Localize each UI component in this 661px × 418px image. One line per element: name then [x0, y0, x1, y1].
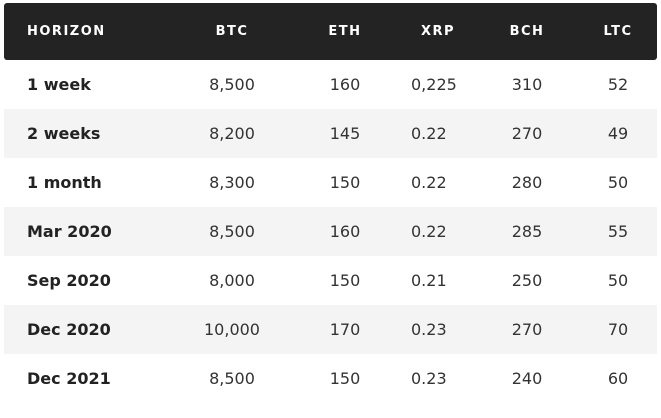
row-bch: 285: [511, 222, 543, 241]
table-row: 1 month 8,300 150 0.22 280 50: [4, 158, 657, 207]
table-row: 1 week 8,500 160 0,225 310 52: [4, 60, 657, 109]
row-btc: 10,000: [204, 320, 260, 339]
row-btc: 8,000: [209, 271, 255, 290]
row-btc: 8,500: [209, 75, 255, 94]
header-horizon: HORIZON: [27, 24, 106, 39]
table-row: 2 weeks 8,200 145 0.22 270 49: [4, 109, 657, 158]
row-xrp: 0.22: [411, 222, 447, 241]
header-btc: BTC: [215, 24, 249, 39]
row-horizon: Dec 2020: [27, 320, 111, 339]
row-xrp: 0.22: [411, 124, 447, 143]
header-ltc: LTC: [603, 24, 633, 39]
row-eth: 170: [329, 320, 361, 339]
row-eth: 145: [329, 124, 361, 143]
row-xrp: 0.21: [411, 271, 447, 290]
price-forecast-table: HORIZON BTC ETH XRP BCH LTC 1 week 8,500…: [4, 3, 657, 403]
row-horizon: Mar 2020: [27, 222, 112, 241]
row-bch: 250: [511, 271, 543, 290]
row-eth: 150: [329, 369, 361, 388]
table-header: HORIZON BTC ETH XRP BCH LTC: [4, 3, 657, 60]
table-row: Dec 2021 8,500 150 0.23 240 60: [4, 354, 657, 403]
row-ltc: 50: [607, 173, 629, 192]
row-horizon: 2 weeks: [27, 124, 101, 143]
table-row: Sep 2020 8,000 150 0.21 250 50: [4, 256, 657, 305]
row-xrp: 0.23: [411, 369, 447, 388]
row-bch: 310: [511, 75, 543, 94]
table-row: Mar 2020 8,500 160 0.22 285 55: [4, 207, 657, 256]
row-bch: 240: [511, 369, 543, 388]
row-horizon: Sep 2020: [27, 271, 111, 290]
row-horizon: Dec 2021: [27, 369, 111, 388]
row-btc: 8,200: [209, 124, 255, 143]
header-bch: BCH: [509, 24, 545, 39]
row-bch: 270: [511, 124, 543, 143]
row-bch: 280: [511, 173, 543, 192]
row-ltc: 50: [607, 271, 629, 290]
row-eth: 160: [329, 222, 361, 241]
row-horizon: 1 month: [27, 173, 102, 192]
header-eth: ETH: [328, 24, 362, 39]
row-btc: 8,300: [209, 173, 255, 192]
row-btc: 8,500: [209, 222, 255, 241]
row-eth: 150: [329, 173, 361, 192]
row-btc: 8,500: [209, 369, 255, 388]
table-row: Dec 2020 10,000 170 0.23 270 70: [4, 305, 657, 354]
row-ltc: 55: [607, 222, 629, 241]
row-eth: 150: [329, 271, 361, 290]
row-eth: 160: [329, 75, 361, 94]
row-horizon: 1 week: [27, 75, 91, 94]
header-xrp: XRP: [420, 24, 456, 39]
row-xrp: 0,225: [411, 75, 457, 94]
row-ltc: 52: [607, 75, 629, 94]
row-xrp: 0.23: [411, 320, 447, 339]
row-xrp: 0.22: [411, 173, 447, 192]
row-ltc: 49: [607, 124, 629, 143]
row-bch: 270: [511, 320, 543, 339]
row-ltc: 60: [607, 369, 629, 388]
row-ltc: 70: [607, 320, 629, 339]
